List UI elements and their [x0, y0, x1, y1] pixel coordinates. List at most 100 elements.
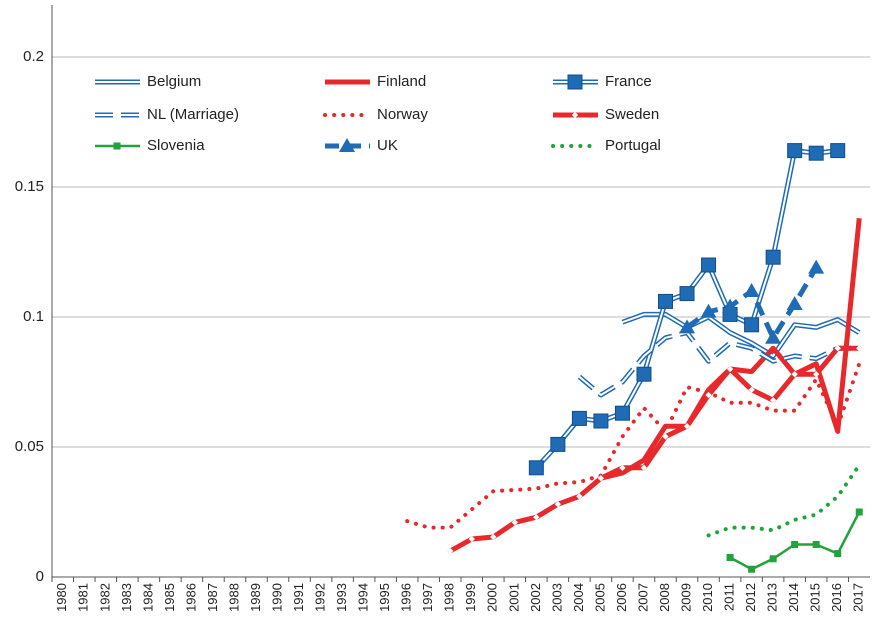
x-tick-label: 2003: [549, 583, 564, 612]
legend-item: Portugal: [551, 137, 661, 154]
marker: [446, 547, 454, 555]
marker: [679, 319, 696, 334]
x-tick-label: 2007: [635, 583, 650, 612]
legend-label: Norway: [377, 106, 428, 123]
line-inner: [578, 331, 860, 396]
marker: [571, 410, 587, 426]
marker: [812, 541, 820, 548]
marker: [593, 413, 609, 429]
x-tick-label: 2014: [786, 583, 801, 612]
legend-label: Sweden: [605, 106, 659, 123]
legend-item: Norway: [323, 106, 428, 123]
x-tick-label: 1992: [313, 583, 328, 612]
legend-item: Finland: [325, 73, 426, 90]
x-tick-label: 2010: [700, 583, 715, 612]
marker: [769, 555, 777, 563]
marker: [765, 329, 782, 344]
x-tick-label: 1998: [442, 583, 457, 612]
x-tick-label: 2013: [765, 583, 780, 612]
series: [726, 508, 863, 573]
marker: [679, 286, 695, 302]
marker: [614, 405, 630, 421]
marker: [636, 366, 652, 382]
marker: [511, 519, 519, 526]
x-tick-label: 1987: [205, 583, 220, 612]
x-tick-label: 1991: [291, 583, 306, 612]
marker: [748, 565, 756, 573]
legend-item: France: [553, 73, 652, 90]
marker: [554, 500, 562, 508]
x-tick-label: 1983: [119, 583, 134, 612]
legend-marker: [113, 142, 121, 150]
x-tick-label: 1996: [399, 583, 414, 612]
x-tick-label: 1985: [162, 583, 177, 612]
line: [405, 361, 862, 530]
x-tick-label: 2002: [528, 583, 543, 612]
series: [405, 361, 862, 530]
marker: [791, 370, 799, 378]
legend-label: Slovenia: [147, 137, 205, 154]
marker: [701, 257, 717, 273]
series: [706, 463, 862, 538]
marker: [834, 550, 842, 558]
legend-item: NL (Marriage): [95, 106, 239, 123]
marker: [576, 493, 583, 500]
legend-item: Slovenia: [95, 137, 205, 154]
marker: [662, 433, 669, 440]
marker: [769, 396, 777, 404]
x-tick-label: 2001: [506, 583, 521, 612]
marker: [830, 143, 846, 159]
marker: [705, 391, 712, 399]
marker: [550, 436, 566, 452]
x-tick-label: 1980: [54, 583, 69, 612]
series: [679, 259, 825, 344]
y-tick-label: 0.1: [23, 308, 44, 325]
marker: [791, 541, 799, 548]
legend-label: France: [605, 73, 652, 90]
legend-item: UK: [325, 137, 398, 154]
marker: [834, 344, 842, 352]
x-tick-label: 2008: [657, 583, 672, 612]
marker: [532, 513, 540, 521]
x-tick-label: 1990: [269, 583, 284, 612]
marker: [786, 296, 803, 310]
marker: [855, 344, 863, 352]
marker: [765, 249, 781, 265]
legend-item: Sweden: [553, 106, 659, 123]
marker: [722, 298, 739, 313]
x-tick-label: 2006: [614, 583, 629, 612]
x-tick-label: 2004: [571, 583, 586, 612]
marker: [726, 365, 734, 373]
x-tick-label: 1989: [248, 583, 263, 612]
marker: [808, 145, 824, 161]
marker: [700, 303, 717, 318]
x-tick-label: 2015: [808, 583, 823, 612]
x-tick-label: 2012: [743, 583, 758, 612]
marker: [808, 259, 825, 274]
x-tick-label: 2000: [485, 583, 500, 612]
marker: [489, 533, 497, 541]
x-tick-label: 1984: [140, 583, 155, 612]
marker: [468, 535, 476, 543]
x-tick-label: 1986: [183, 583, 198, 612]
legend-label: Belgium: [147, 73, 201, 90]
line: [706, 463, 862, 538]
x-tick-label: 2011: [722, 583, 737, 611]
legend-label: NL (Marriage): [147, 106, 239, 123]
marker: [812, 370, 820, 378]
legend-marker: [339, 138, 355, 152]
legend-label: Finland: [377, 73, 426, 90]
marker: [787, 143, 803, 159]
marker: [597, 474, 605, 482]
marker: [748, 386, 755, 394]
series: [600, 217, 862, 481]
series: [446, 344, 863, 555]
x-tick-label: 2005: [592, 583, 607, 612]
marker: [744, 317, 760, 333]
marker: [726, 554, 734, 561]
marker: [528, 460, 544, 476]
x-tick-label: 2017: [851, 583, 866, 612]
y-tick-label: 0: [36, 568, 44, 585]
y-tick-label: 0.15: [15, 178, 44, 195]
